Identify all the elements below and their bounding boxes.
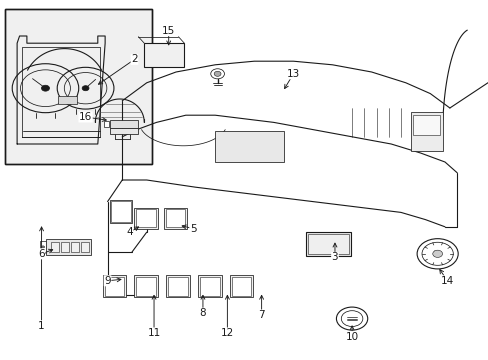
Text: 8: 8 — [199, 308, 206, 318]
Bar — [102, 275, 126, 297]
Bar — [229, 275, 253, 297]
Bar — [168, 277, 187, 296]
Text: 14: 14 — [440, 276, 453, 286]
Text: 11: 11 — [147, 328, 161, 338]
Bar — [305, 232, 350, 256]
Bar — [136, 277, 156, 296]
Circle shape — [432, 250, 442, 257]
Bar — [307, 234, 348, 254]
Bar — [231, 277, 251, 296]
Bar — [134, 275, 158, 297]
Bar — [412, 115, 439, 135]
Bar — [215, 131, 283, 162]
Circle shape — [41, 85, 49, 91]
Text: 3: 3 — [331, 252, 338, 262]
Bar — [410, 112, 442, 151]
Bar — [134, 208, 158, 229]
Bar — [144, 43, 184, 67]
Text: 2: 2 — [131, 54, 138, 64]
Text: 7: 7 — [258, 310, 264, 320]
Bar — [58, 96, 77, 104]
Bar — [103, 121, 109, 127]
Text: 15: 15 — [162, 26, 175, 36]
Circle shape — [41, 246, 44, 248]
Bar — [46, 239, 91, 255]
Circle shape — [82, 86, 89, 91]
Text: 1: 1 — [38, 321, 45, 331]
Bar — [5, 9, 151, 164]
Bar — [166, 275, 189, 297]
Bar — [104, 277, 124, 296]
Text: 10: 10 — [345, 332, 358, 342]
Bar — [163, 208, 187, 229]
Bar — [165, 209, 185, 227]
Circle shape — [214, 71, 221, 76]
Bar — [111, 201, 130, 222]
Bar — [71, 242, 79, 252]
Bar — [200, 277, 219, 296]
Bar — [198, 275, 221, 297]
Bar — [110, 120, 138, 128]
Text: 9: 9 — [104, 276, 111, 286]
Bar — [136, 209, 156, 227]
Text: 13: 13 — [286, 69, 300, 79]
Text: 4: 4 — [126, 227, 133, 237]
Bar — [40, 241, 46, 253]
Text: 16: 16 — [79, 112, 92, 122]
Bar — [51, 242, 59, 252]
Bar — [110, 128, 138, 134]
Bar — [5, 9, 151, 164]
Text: 6: 6 — [38, 249, 45, 259]
Bar — [110, 200, 132, 223]
Text: 12: 12 — [220, 328, 234, 338]
Bar — [81, 242, 88, 252]
Text: 5: 5 — [189, 224, 196, 234]
Bar — [61, 242, 69, 252]
